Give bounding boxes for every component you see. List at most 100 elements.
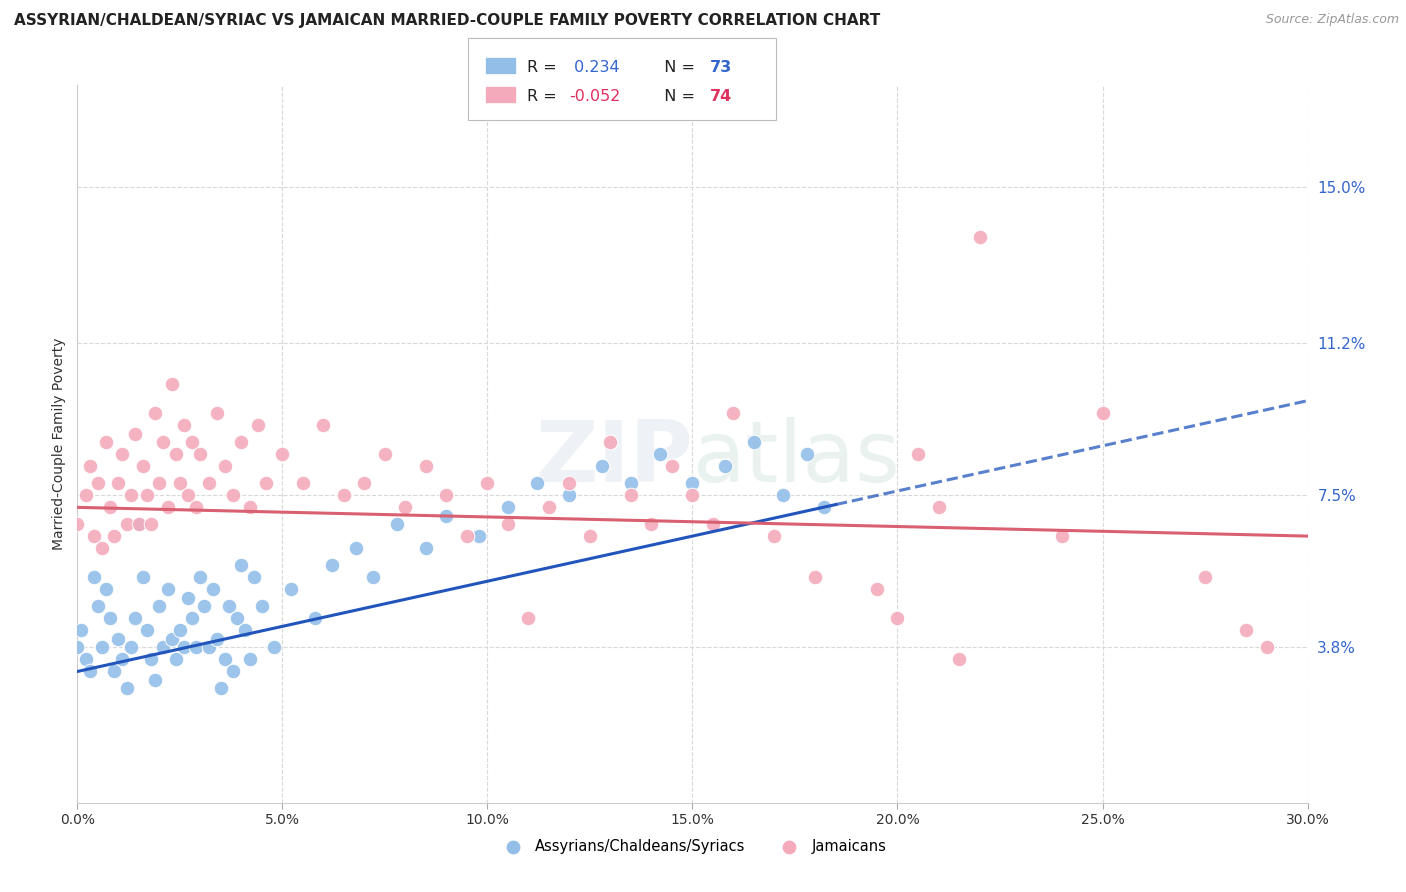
Point: [231, 558, 253, 572]
Text: R =: R =: [527, 89, 562, 104]
Point: [152, 434, 174, 449]
Point: [94, 582, 117, 597]
Point: [226, 611, 249, 625]
Point: [222, 665, 245, 679]
Point: [344, 541, 367, 556]
Point: [742, 434, 765, 449]
Point: [969, 229, 991, 244]
Text: N =: N =: [654, 60, 700, 75]
Point: [115, 516, 138, 531]
Point: [181, 434, 204, 449]
Point: [714, 459, 737, 474]
Point: [682, 488, 704, 502]
Point: [141, 516, 163, 531]
Text: ASSYRIAN/CHALDEAN/SYRIAC VS JAMAICAN MARRIED-COUPLE FAMILY POVERTY CORRELATION C: ASSYRIAN/CHALDEAN/SYRIAC VS JAMAICAN MAR…: [14, 13, 880, 29]
Point: [886, 611, 908, 625]
Point: [205, 632, 228, 646]
Point: [136, 624, 159, 638]
Point: [143, 406, 166, 420]
Point: [591, 459, 613, 474]
Point: [394, 500, 416, 515]
Point: [620, 488, 643, 502]
Point: [75, 652, 97, 666]
Point: [148, 599, 170, 613]
Text: Source: ZipAtlas.com: Source: ZipAtlas.com: [1265, 13, 1399, 27]
Point: [83, 570, 105, 584]
Text: atlas: atlas: [693, 417, 900, 500]
Point: [254, 475, 277, 490]
Point: [648, 447, 671, 461]
Point: [866, 582, 889, 597]
Point: [1194, 570, 1216, 584]
Point: [312, 418, 335, 433]
Point: [160, 377, 183, 392]
Point: [87, 599, 110, 613]
Text: 74: 74: [710, 89, 733, 104]
Point: [620, 475, 643, 490]
Point: [103, 529, 125, 543]
Point: [132, 459, 155, 474]
Point: [526, 475, 548, 490]
Point: [205, 406, 228, 420]
Point: [70, 624, 93, 638]
Point: [517, 611, 540, 625]
Point: [156, 582, 179, 597]
Point: [1256, 640, 1278, 654]
Point: [188, 447, 212, 461]
Legend: Assyrians/Chaldeans/Syriacs, Jamaicans: Assyrians/Chaldeans/Syriacs, Jamaicans: [494, 833, 891, 860]
Point: [385, 516, 409, 531]
Point: [115, 681, 138, 695]
Point: [152, 640, 174, 654]
Point: [1050, 529, 1073, 543]
Point: [79, 459, 101, 474]
Text: ZIP: ZIP: [534, 417, 693, 500]
Point: [107, 475, 129, 490]
Point: [763, 529, 786, 543]
Point: [374, 447, 396, 461]
Point: [415, 459, 437, 474]
Point: [415, 541, 437, 556]
Point: [796, 447, 818, 461]
Point: [772, 488, 794, 502]
Point: [235, 624, 257, 638]
Point: [321, 558, 343, 572]
Point: [148, 475, 170, 490]
Point: [361, 570, 384, 584]
Point: [128, 516, 150, 531]
Point: [132, 570, 155, 584]
Point: [103, 665, 125, 679]
Text: 73: 73: [710, 60, 733, 75]
Point: [156, 500, 179, 515]
Point: [141, 652, 163, 666]
Point: [98, 500, 121, 515]
Point: [111, 652, 134, 666]
Point: [456, 529, 478, 543]
Text: -0.052: -0.052: [569, 89, 621, 104]
Point: [90, 640, 114, 654]
Point: [263, 640, 285, 654]
Point: [197, 640, 219, 654]
Point: [907, 447, 929, 461]
Point: [333, 488, 356, 502]
Point: [222, 488, 245, 502]
Point: [1091, 406, 1114, 420]
Point: [197, 475, 219, 490]
Point: [640, 516, 662, 531]
Point: [75, 488, 97, 502]
Point: [160, 632, 183, 646]
Point: [242, 570, 264, 584]
Point: [579, 529, 602, 543]
Point: [304, 611, 326, 625]
Point: [496, 516, 519, 531]
Point: [165, 447, 187, 461]
Point: [353, 475, 375, 490]
Point: [496, 500, 519, 515]
Point: [111, 447, 134, 461]
Point: [239, 500, 262, 515]
Point: [94, 434, 117, 449]
Point: [477, 475, 499, 490]
Point: [136, 488, 159, 502]
Point: [537, 500, 560, 515]
Point: [83, 529, 105, 543]
Point: [214, 459, 236, 474]
